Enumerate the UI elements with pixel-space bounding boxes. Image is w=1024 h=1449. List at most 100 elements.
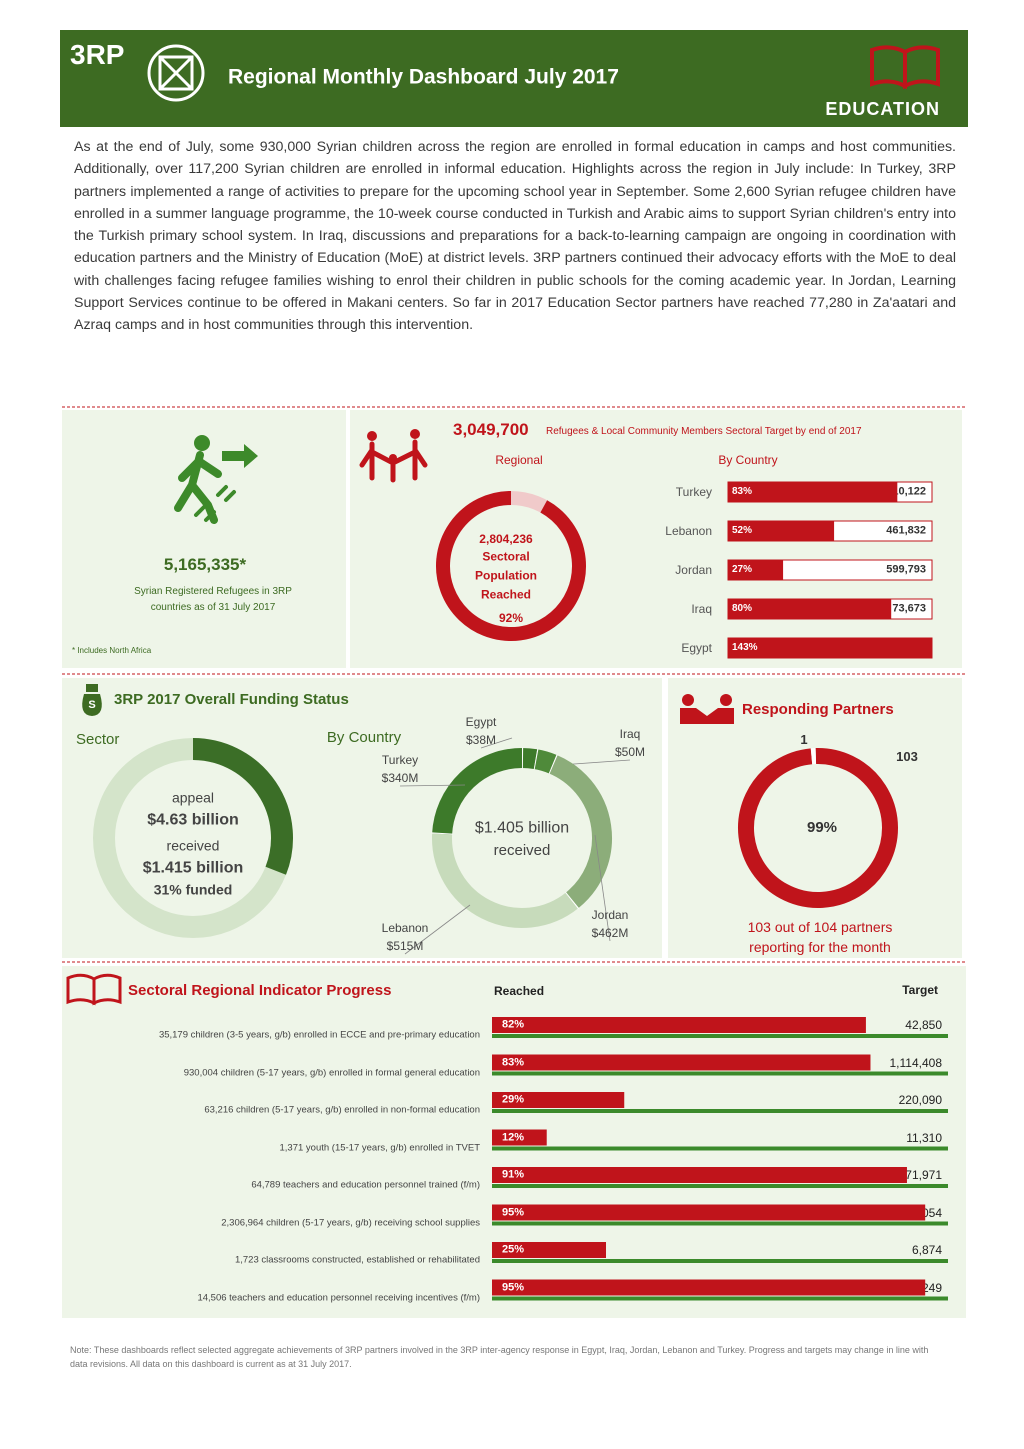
book-icon: [870, 45, 940, 90]
country-name: Turkey: [381, 752, 419, 767]
target-caption: Refugees & Local Community Members Secto…: [546, 426, 862, 437]
indicator-label: 14,506 teachers and education personnel …: [197, 1291, 480, 1303]
section-title: 3RP 2017 Overall Funding Status: [114, 691, 349, 708]
donut-value: $1.415 billion: [142, 859, 244, 877]
indicator-target: 15,249: [905, 1280, 942, 1295]
indicator-label: 63,216 children (5-17 years, g/b) enroll…: [204, 1104, 480, 1116]
leader-line: [399, 784, 466, 787]
indicator-target: 1,114,408: [889, 1055, 943, 1070]
country-amount: $50M: [614, 744, 646, 759]
column-header: Reached: [494, 983, 545, 998]
section-title: Sectoral Regional Indicator Progress: [128, 982, 392, 999]
indicator-target: 220,090: [898, 1092, 942, 1107]
donut-label: 1: [800, 732, 808, 748]
donut-percent: 99%: [806, 819, 838, 836]
header-band: [60, 30, 968, 127]
indicator-target: 71,971: [905, 1167, 942, 1182]
donut-text: received: [166, 837, 220, 854]
bar-label: 143%: [732, 642, 758, 653]
country-name: Iraq: [619, 726, 641, 741]
donut-segment: [521, 748, 538, 770]
target-line: [492, 1184, 948, 1188]
country-name: Jordan: [591, 907, 629, 922]
indicator-label: 930,004 children (5-17 years, g/b) enrol…: [183, 1066, 480, 1078]
panel: [62, 410, 346, 668]
donut-text: appeal: [171, 789, 215, 806]
logo-text: 3RP: [70, 39, 125, 71]
bar-label: 91%: [502, 1168, 525, 1181]
segment-gap: [565, 891, 580, 909]
donut-value: $4.63 billion: [147, 811, 239, 829]
target-line: [492, 1221, 948, 1226]
bar-label: 83%: [502, 1055, 525, 1068]
country-name: Iraq: [691, 601, 712, 616]
bar-label: 95%: [502, 1280, 525, 1293]
country-name: Turkey: [675, 484, 712, 499]
bar-label: 80%: [732, 603, 753, 614]
refugees-total: 5,165,335*: [163, 554, 247, 574]
country-amount: $38M: [465, 732, 497, 747]
donut-segment: [738, 748, 898, 908]
country-name: Lebanon: [665, 523, 712, 538]
indicator-target: 2,418,054: [888, 1205, 942, 1220]
bar-label: 82%: [502, 1018, 525, 1031]
svg-text:S: S: [88, 699, 95, 711]
target-line: [492, 1146, 948, 1151]
sub-title: By Country: [326, 729, 402, 746]
target-total: 3,049,700: [453, 419, 529, 439]
indicator-label: 64,789 teachers and education personnel …: [251, 1179, 480, 1191]
reached-value: 2,804,236: [479, 531, 533, 546]
country-target: 461,832: [886, 524, 926, 537]
bar-track: [727, 637, 933, 659]
leader-line: [594, 834, 611, 942]
regional-title: Regional: [495, 452, 543, 467]
country-name: Egypt: [465, 714, 497, 729]
leader-line: [480, 737, 513, 749]
target-line: [492, 1071, 948, 1076]
target-line: [492, 1259, 948, 1263]
country-name: Lebanon: [381, 920, 429, 935]
donut-segment: [548, 754, 612, 908]
indicator-label: 1,723 classrooms constructed, establishe…: [234, 1254, 480, 1266]
indicator-target: 11,310: [906, 1130, 942, 1145]
indicator-target: 6,874: [911, 1242, 942, 1257]
country-amount: $340M: [381, 770, 419, 785]
people-icon: [359, 429, 428, 483]
country-name: Egypt: [681, 640, 712, 655]
bar-label: 25%: [502, 1243, 525, 1256]
donut-segment: [436, 491, 586, 641]
donut-segment: [432, 833, 579, 928]
country-amount: $515M: [386, 938, 424, 953]
reached-caption: Sectoral Population Reached: [475, 549, 537, 602]
indicator-label: 1,371 youth (15-17 years, g/b) enrolled …: [279, 1141, 481, 1153]
walking-icon: [174, 435, 258, 524]
bar-label: 12%: [502, 1130, 525, 1143]
bar-label: 95%: [502, 1205, 525, 1218]
bar-label: 52%: [732, 525, 753, 536]
logo-icon: [147, 44, 205, 102]
partners-caption: 103 out of 104 partners reporting for th…: [747, 919, 893, 955]
page-title: Regional Monthly Dashboard July 2017: [228, 65, 619, 89]
column-header: Target: [902, 982, 938, 997]
indicator-target: 42,850: [905, 1017, 942, 1032]
bar-label: 83%: [732, 486, 753, 497]
donut-segment: [432, 748, 523, 835]
donut-value: $1.405 billion: [474, 819, 570, 837]
bar-label: 27%: [732, 564, 753, 575]
leader-line: [404, 904, 471, 955]
intro-paragraph: As at the end of July, some 930,000 Syri…: [74, 139, 956, 334]
country-target: 1,410,122: [877, 485, 926, 498]
target-line: [492, 1109, 948, 1113]
sector-label: EDUCATION: [825, 99, 940, 120]
donut-segment: [192, 738, 293, 875]
country-name: Jordan: [675, 562, 712, 577]
sub-title: Sector: [76, 731, 120, 748]
percent-label: 92%: [498, 610, 524, 625]
donut-label: 103: [896, 749, 918, 765]
footer-note: Note: These dashboards reflect selected …: [70, 1345, 929, 1369]
country-title: By Country: [718, 452, 778, 467]
target-line: [492, 1296, 948, 1301]
donut-segment: [533, 749, 557, 774]
footnote: * Includes North Africa: [72, 646, 152, 656]
bar-label: 29%: [502, 1093, 525, 1106]
